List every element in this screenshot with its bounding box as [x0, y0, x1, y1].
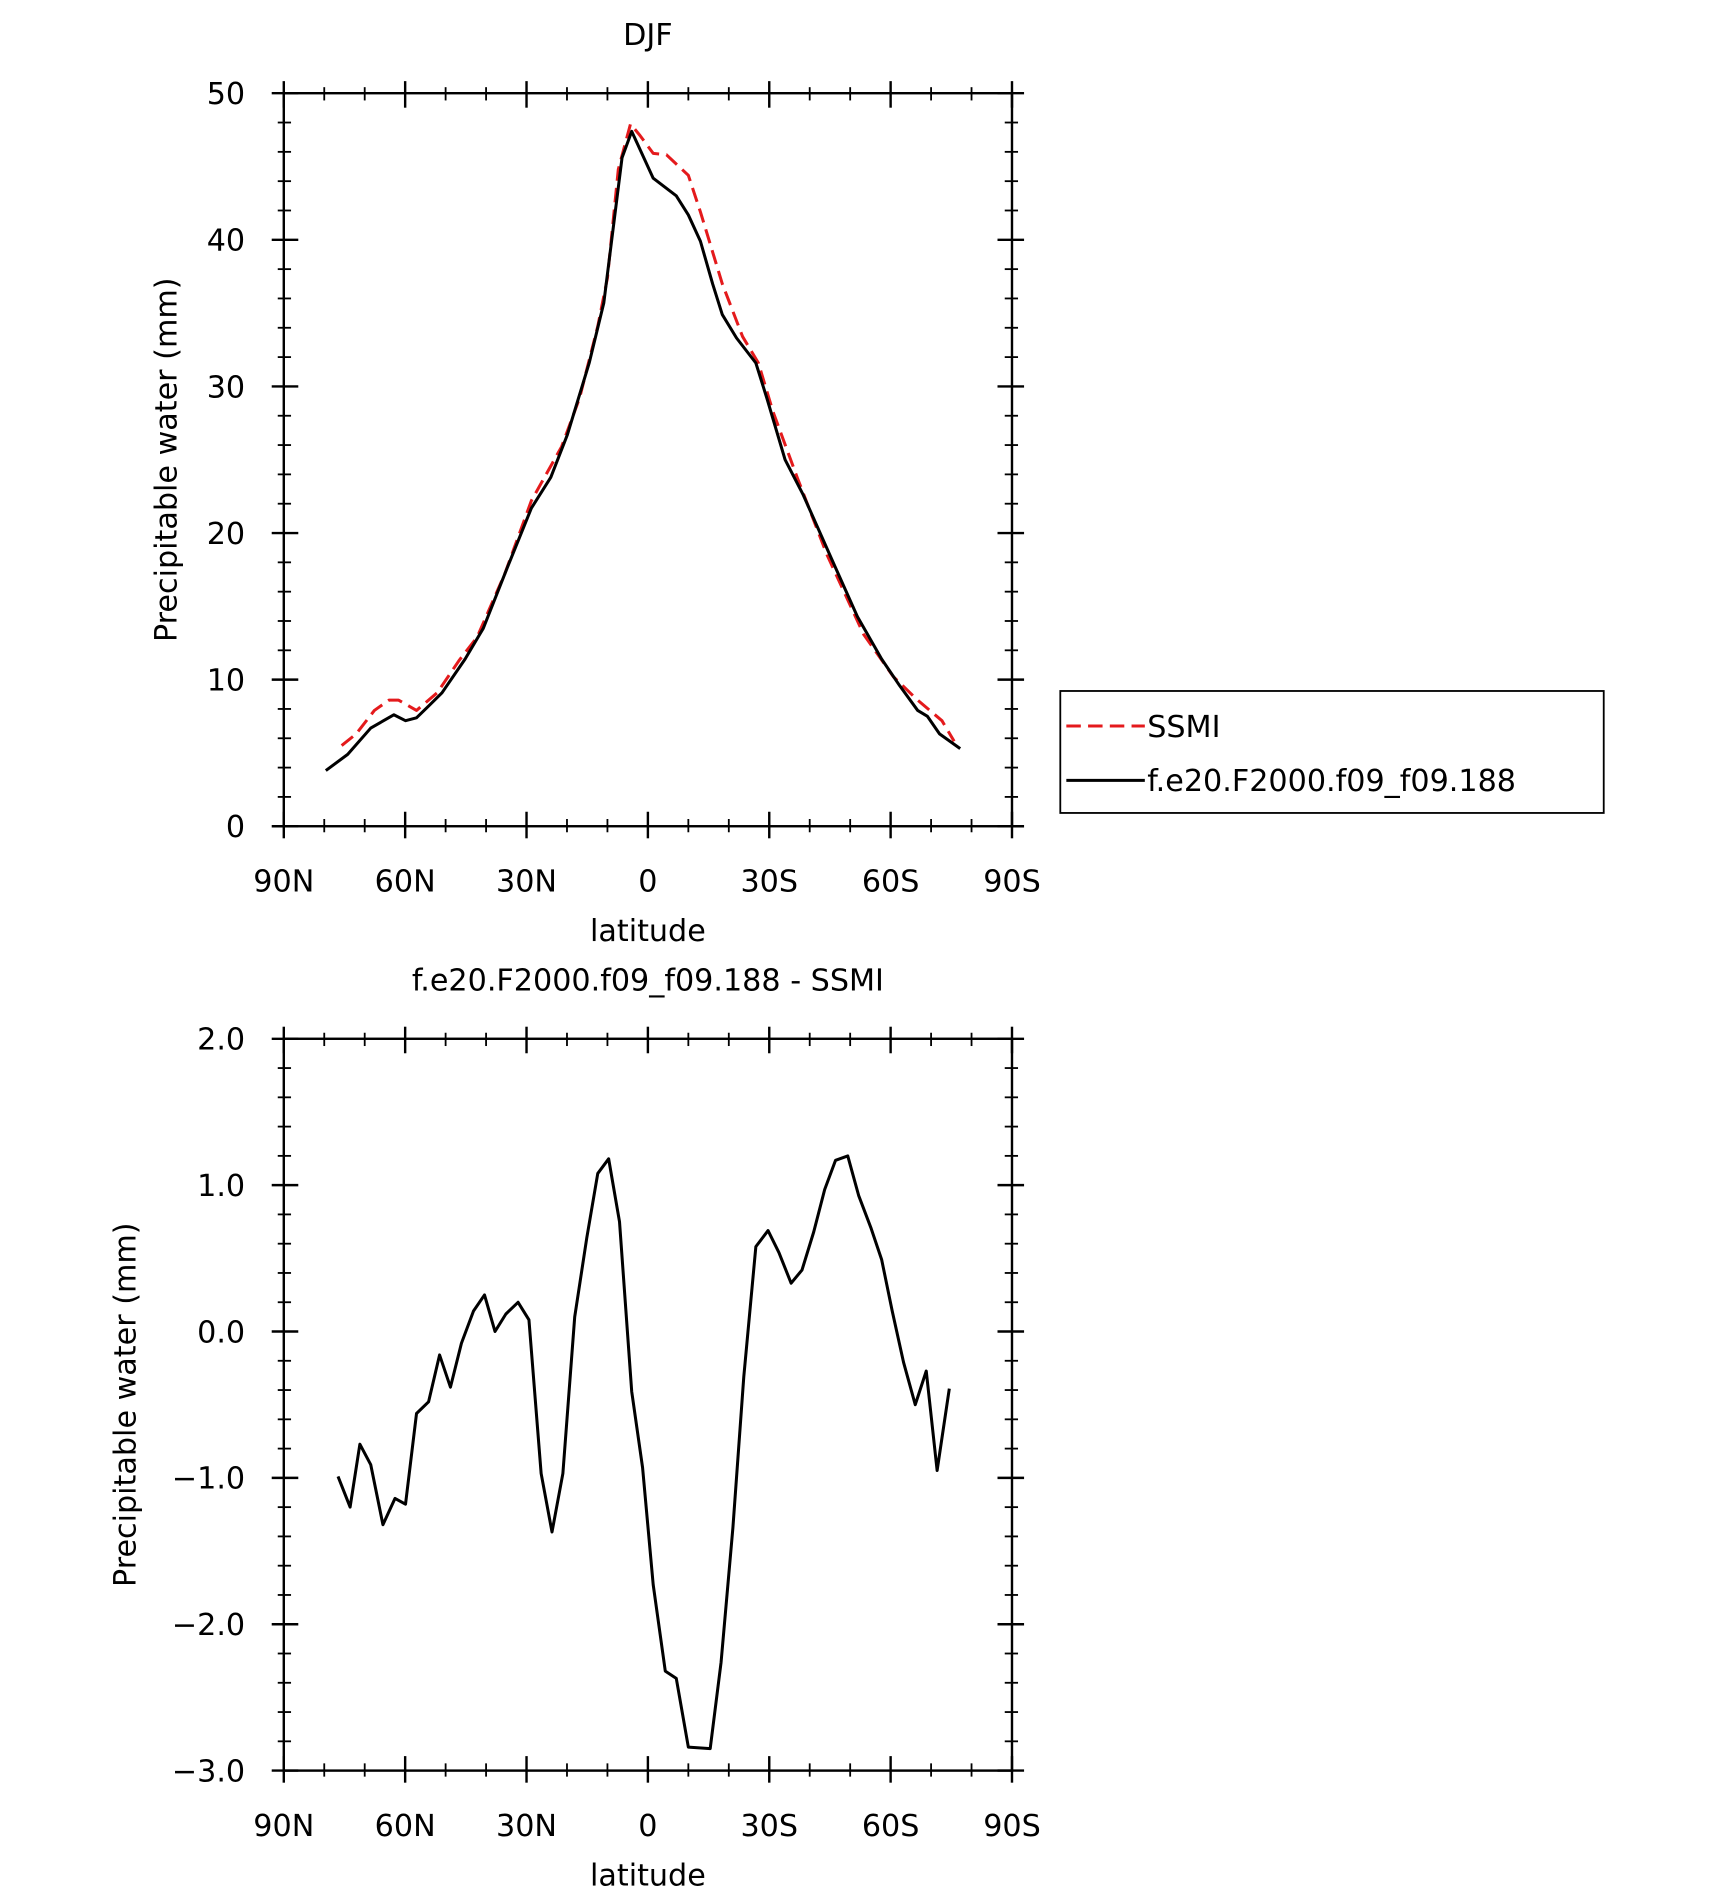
x-tick-label: 30N	[496, 864, 557, 899]
x-tick-label: 0	[638, 864, 657, 899]
y-axis-label: Precipitable water (mm)	[108, 1222, 143, 1587]
y-tick-label: −3.0	[172, 1754, 245, 1789]
y-tick-label: 0	[226, 810, 245, 845]
data-line	[336, 1154, 951, 1751]
plot-frame	[282, 92, 1014, 828]
x-axis-label: latitude	[590, 914, 706, 949]
x-tick-label: 90S	[983, 1809, 1041, 1844]
x-tick-label: 30S	[740, 864, 798, 899]
y-tick-label: 20	[207, 517, 245, 552]
y-tick-label: 10	[207, 664, 245, 699]
x-tick-label: 60N	[375, 1809, 436, 1844]
y-tick-label: −2.0	[172, 1608, 245, 1643]
data-line	[340, 122, 956, 747]
x-tick-label: 60S	[862, 864, 920, 899]
data-line	[324, 129, 962, 772]
x-axis-label: latitude	[590, 1858, 706, 1893]
y-tick-label: −1.0	[172, 1462, 245, 1497]
x-tick-label: 30N	[496, 1809, 557, 1844]
x-tick-label: 0	[638, 1809, 657, 1844]
x-tick-label: 90N	[253, 1809, 314, 1844]
x-tick-label: 30S	[740, 1809, 798, 1844]
y-tick-label: 0.0	[197, 1315, 245, 1350]
y-tick-label: 1.0	[197, 1169, 245, 1204]
y-tick-label: 40	[207, 224, 245, 259]
y-tick-label: 2.0	[197, 1023, 245, 1058]
plot-frame	[282, 1037, 1014, 1772]
legend-box	[1059, 690, 1605, 814]
legend-label: f.e20.F2000.f09_f09.188	[1147, 764, 1516, 799]
chart-title: f.e20.F2000.f09_f09.188 - SSMI	[412, 963, 884, 998]
x-tick-label: 60N	[375, 864, 436, 899]
y-tick-label: 50	[207, 77, 245, 112]
x-tick-label: 90N	[253, 864, 314, 899]
chart-title: DJF	[623, 18, 673, 53]
y-axis-label: Precipitable water (mm)	[149, 277, 184, 642]
x-tick-label: 90S	[983, 864, 1041, 899]
y-tick-label: 30	[207, 370, 245, 405]
legend-label: SSMI	[1147, 710, 1220, 745]
x-tick-label: 60S	[862, 1809, 920, 1844]
